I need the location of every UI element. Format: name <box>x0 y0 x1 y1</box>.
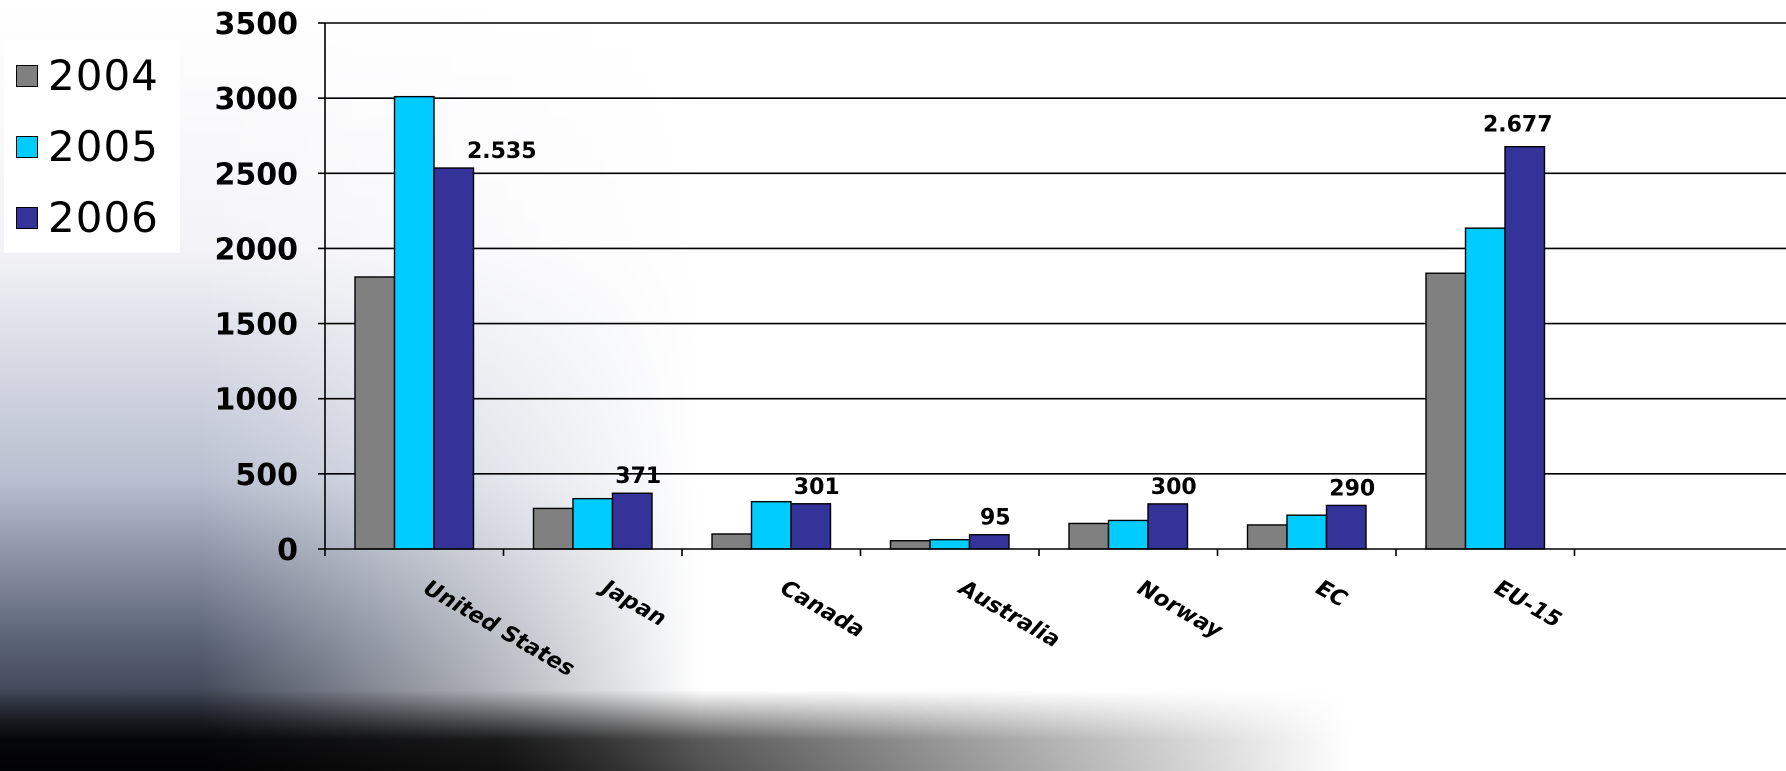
bar-united-states-2005 <box>393 95 435 550</box>
x-tick-label-australia: Australia <box>953 575 1064 654</box>
data-label-united-states: 2.535 <box>467 139 537 164</box>
bar-japan-2006 <box>611 492 653 550</box>
legend-swatch-2006 <box>16 206 38 229</box>
bar-australia-2005 <box>929 538 971 550</box>
data-label-norway: 300 <box>1151 475 1197 500</box>
data-label-japan: 371 <box>615 464 661 489</box>
legend-label-2006: 2006 <box>48 193 159 242</box>
y-tick-label-2000: 2000 <box>215 232 299 267</box>
x-tick-label-eu-15: EU-15 <box>1490 576 1565 634</box>
bar-eu-15-2005 <box>1464 227 1506 550</box>
bar-united-states-2006 <box>433 167 475 550</box>
data-label-ec: 290 <box>1329 476 1375 501</box>
legend-label-2005: 2005 <box>48 122 159 171</box>
y-tick-label-1000: 1000 <box>215 383 299 418</box>
y-tick-label-500: 500 <box>235 458 298 493</box>
y-tick-label-2500: 2500 <box>215 157 299 192</box>
bar-australia-2004 <box>889 540 931 550</box>
x-tick-label-united-states: United States <box>419 576 578 682</box>
bar-ec-2005 <box>1286 514 1328 550</box>
y-tick-label-3000: 3000 <box>215 82 299 117</box>
x-tick-label-japan: Japan <box>594 574 670 632</box>
x-tick-labels: United States Japan Canada Australia Norway E… <box>419 574 1565 682</box>
bar-ec-2006 <box>1325 504 1367 550</box>
bar-canada-2006 <box>790 503 832 550</box>
data-labels: 2.535 371 301 95 300 290 2.677 <box>467 113 1553 531</box>
data-label-australia: 95 <box>980 506 1011 531</box>
x-tick-label-canada: Canada <box>776 576 868 644</box>
legend-swatch-2005 <box>16 135 38 158</box>
bar-japan-2004 <box>532 507 574 550</box>
bar-ec-2004 <box>1246 524 1288 550</box>
bar-japan-2005 <box>572 497 614 550</box>
x-tick-label-norway: Norway <box>1133 576 1228 645</box>
bar-eu-15-2006 <box>1504 145 1546 550</box>
data-label-eu-15: 2.677 <box>1483 113 1553 138</box>
y-tick-label-1500: 1500 <box>215 308 299 343</box>
legend-label-2004: 2004 <box>48 51 159 100</box>
bar-canada-2004 <box>711 533 753 550</box>
x-tick-label-ec: EC <box>1312 576 1352 613</box>
legend: 2004 2005 2006 <box>4 40 180 253</box>
bar-canada-2005 <box>750 500 792 550</box>
bar-norway-2004 <box>1068 522 1110 550</box>
legend-item-2006: 2006 <box>4 182 180 253</box>
bar-norway-2005 <box>1107 519 1149 550</box>
bar-eu-15-2004 <box>1425 272 1467 550</box>
data-label-canada: 301 <box>794 475 840 500</box>
y-tick-label-3500: 3500 <box>215 7 299 42</box>
grid-lines <box>325 22 1786 475</box>
y-tick-label-0: 0 <box>277 533 298 568</box>
bar-norway-2006 <box>1147 503 1189 550</box>
legend-item-2004: 2004 <box>4 40 180 111</box>
legend-swatch-2004 <box>16 64 38 87</box>
bar-australia-2006 <box>968 534 1010 550</box>
axes <box>318 22 1786 556</box>
y-tick-labels: 0 500 1000 1500 2000 2500 3000 3500 <box>215 7 299 568</box>
legend-item-2005: 2005 <box>4 111 180 182</box>
bar-united-states-2004 <box>354 276 396 550</box>
bars <box>354 95 1546 550</box>
